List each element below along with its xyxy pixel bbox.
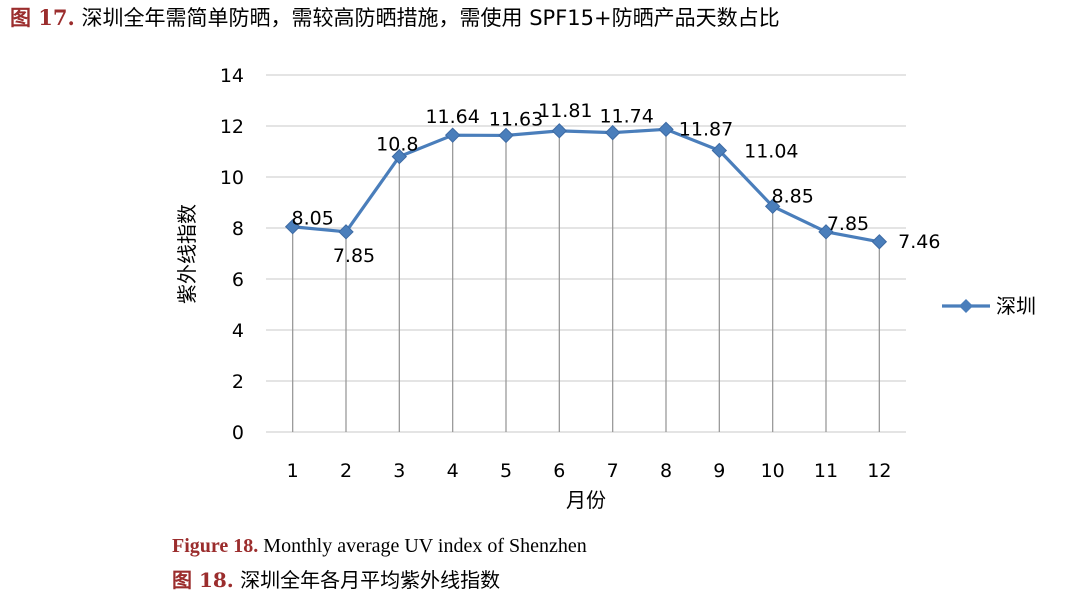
y-axis-label: 紫外线指数: [175, 204, 199, 304]
data-label: 10.8: [376, 134, 418, 156]
x-tick-label: 2: [340, 460, 352, 482]
x-tick-label: 11: [814, 460, 838, 482]
data-point-marker: [604, 124, 621, 141]
x-tick-label: 9: [713, 460, 725, 482]
data-point-marker: [658, 121, 674, 138]
data-label: 11.63: [489, 108, 543, 130]
x-tick-label: 10: [761, 460, 785, 482]
data-point-marker: [871, 234, 888, 250]
y-tick-label: 2: [232, 371, 244, 393]
data-point-marker: [711, 142, 728, 159]
x-tick-label: 12: [867, 460, 891, 482]
x-tick-label: 6: [553, 460, 565, 482]
figure-caption-cn: 图 18. 深圳全年各月平均紫外线指数: [172, 564, 500, 593]
figure-caption-cn-text: 深圳全年各月平均紫外线指数: [240, 568, 501, 592]
data-point-marker: [764, 198, 781, 215]
x-tick-label: 3: [393, 460, 405, 482]
data-label: 8.05: [292, 208, 334, 230]
data-label: 11.81: [538, 100, 592, 122]
x-axis-label: 月份: [566, 488, 606, 512]
y-tick-label: 4: [232, 320, 244, 342]
data-label: 11.74: [599, 106, 653, 128]
data-label: 7.85: [827, 213, 869, 235]
top-caption: 图 17. 深圳全年需简单防晒，需较高防晒措施，需使用 SPF15+防晒产品天数…: [10, 2, 780, 32]
data-label: 7.46: [898, 231, 940, 253]
data-label: 11.87: [679, 118, 733, 140]
series-layer: [284, 121, 888, 250]
x-tick-label: 8: [660, 460, 672, 482]
figure-caption-cn-label: 图 18.: [172, 568, 234, 592]
data-label: 7.85: [333, 245, 375, 267]
top-caption-label: 图 17.: [10, 5, 75, 30]
data-label: 8.85: [772, 185, 814, 207]
data-label: 11.64: [425, 106, 479, 128]
y-tick-label: 14: [220, 65, 244, 87]
data-point-marker: [818, 224, 834, 240]
x-tick-label: 7: [607, 460, 619, 482]
series-line-shenzhen: [292, 127, 880, 244]
grid-lines: [266, 74, 906, 433]
x-tick-label: 5: [500, 460, 512, 482]
x-tick-label: 1: [287, 460, 299, 482]
figure-caption-en: Figure 18. Monthly average UV index of S…: [172, 535, 587, 558]
figure-caption-en-text: Monthly average UV index of Shenzhen: [263, 535, 587, 557]
data-point-marker: [284, 219, 301, 235]
data-point-marker: [551, 123, 568, 139]
legend-label: 深圳: [996, 294, 1036, 318]
x-tick-labels: 1 2 3 4 5 6 7 8 9 10 11 12: [287, 460, 892, 482]
y-tick-label: 10: [220, 167, 244, 189]
y-tick-labels: 0 2 4 6 8 10 12 14: [220, 65, 244, 444]
data-label: 11.04: [744, 140, 798, 162]
y-tick-label: 0: [232, 422, 244, 444]
figure-caption-en-label: Figure 18.: [172, 535, 259, 557]
y-tick-label: 12: [220, 116, 244, 138]
legend: 深圳: [942, 294, 1036, 318]
drop-lines: [292, 129, 880, 432]
data-point-marker: [444, 127, 461, 143]
y-tick-label: 8: [232, 218, 244, 240]
x-tick-label: 4: [447, 460, 459, 482]
legend-marker: [959, 299, 973, 313]
data-point-marker: [338, 224, 354, 240]
data-point-marker: [391, 148, 408, 165]
y-tick-label: 6: [232, 269, 244, 291]
top-caption-text: 深圳全年需简单防晒，需较高防晒措施，需使用 SPF15+防晒产品天数占比: [81, 6, 780, 30]
data-point-marker: [498, 127, 514, 144]
